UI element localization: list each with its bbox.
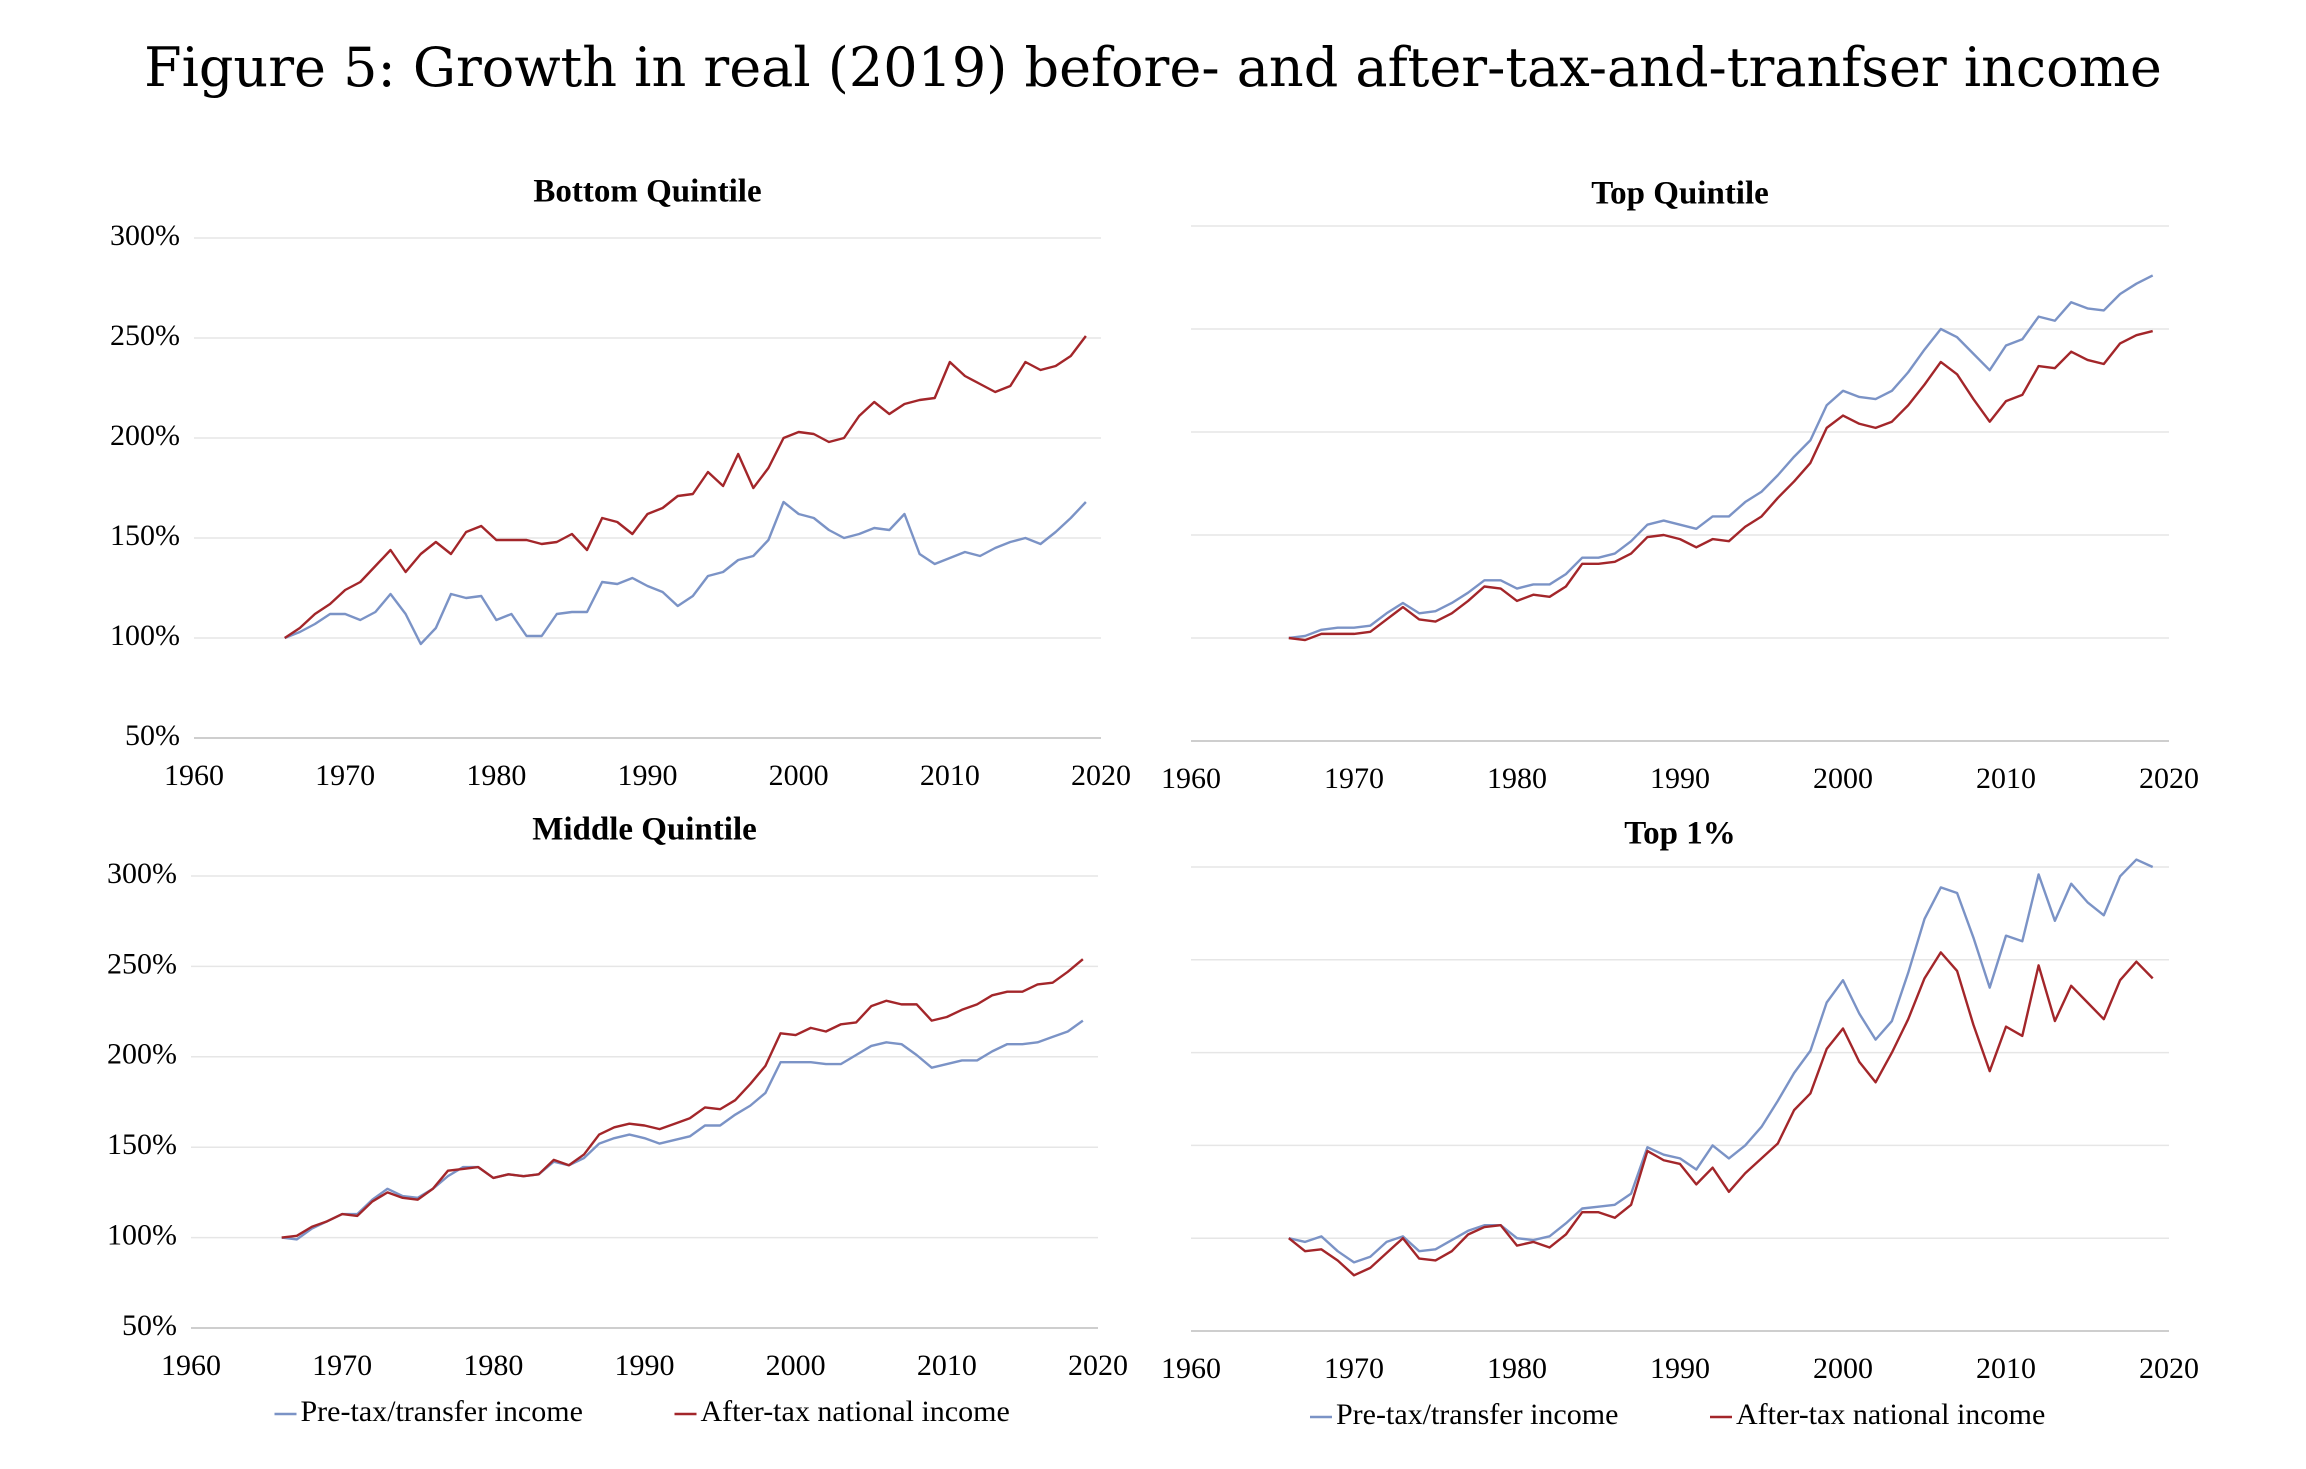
- y-tick-label: 150%: [110, 519, 180, 552]
- x-tick-label: 2010: [920, 759, 980, 792]
- panel-title: Top 1%: [1624, 816, 1736, 852]
- x-tick-label: 2010: [1976, 1352, 2036, 1385]
- x-tick-label: 1980: [1487, 762, 1547, 795]
- x-tick-label: 1970: [315, 759, 375, 792]
- x-tick-label: 1980: [466, 759, 526, 792]
- x-tick-label: 1960: [1161, 762, 1221, 795]
- data-line: [1288, 858, 2154, 1264]
- legend-label: After-tax national income: [1736, 1398, 2045, 1431]
- data-line: [1288, 329, 2153, 642]
- panel-title: Top Quintile: [1591, 176, 1769, 212]
- y-tick-label: 100%: [110, 619, 180, 652]
- panel-title: Middle Quintile: [532, 812, 757, 848]
- x-tick-label: 1980: [463, 1349, 523, 1382]
- x-tick-label: 2000: [769, 759, 829, 792]
- legend-label: Pre-tax/transfer income: [301, 1395, 583, 1428]
- data-line: [281, 958, 1084, 1239]
- data-line: [284, 335, 1087, 640]
- y-tick-label: 150%: [107, 1128, 177, 1161]
- x-tick-label: 2010: [1976, 762, 2036, 795]
- legend-label: Pre-tax/transfer income: [1336, 1398, 1618, 1431]
- data-line: [281, 1019, 1084, 1241]
- y-tick-label: 300%: [110, 219, 180, 252]
- legend-label: After-tax national income: [701, 1395, 1010, 1428]
- y-tick-label: 300%: [107, 857, 177, 890]
- x-tick-label: 1970: [1324, 762, 1384, 795]
- x-tick-label: 1960: [161, 1349, 221, 1382]
- x-tick-label: 1990: [615, 1349, 675, 1382]
- x-tick-label: 2000: [1813, 762, 1873, 795]
- x-tick-label: 1970: [312, 1349, 372, 1382]
- x-tick-label: 1970: [1324, 1352, 1384, 1385]
- y-tick-label: 250%: [110, 319, 180, 352]
- x-tick-label: 1990: [1650, 762, 1710, 795]
- x-tick-label: 1960: [164, 759, 224, 792]
- x-tick-label: 2020: [1068, 1349, 1128, 1382]
- x-tick-label: 1990: [618, 759, 678, 792]
- y-tick-label: 50%: [125, 719, 180, 752]
- data-line: [1288, 274, 2154, 640]
- data-line: [1288, 951, 2154, 1277]
- x-tick-label: 1980: [1487, 1352, 1547, 1385]
- y-tick-label: 50%: [122, 1309, 177, 1342]
- x-tick-label: 2020: [2139, 1352, 2199, 1385]
- x-tick-label: 1990: [1650, 1352, 1710, 1385]
- y-tick-label: 200%: [110, 419, 180, 452]
- panel-title: Bottom Quintile: [533, 174, 761, 210]
- x-tick-label: 1960: [1161, 1352, 1221, 1385]
- x-tick-label: 2020: [1071, 759, 1131, 792]
- figure-title: Figure 5: Growth in real (2019) before- …: [144, 36, 2162, 99]
- y-tick-label: 100%: [107, 1218, 177, 1251]
- y-tick-label: 250%: [107, 947, 177, 980]
- y-tick-label: 200%: [107, 1038, 177, 1071]
- x-tick-label: 2020: [2139, 762, 2199, 795]
- x-tick-label: 2000: [1813, 1352, 1873, 1385]
- data-line: [284, 500, 1087, 646]
- x-tick-label: 2000: [766, 1349, 826, 1382]
- x-tick-label: 2010: [917, 1349, 977, 1382]
